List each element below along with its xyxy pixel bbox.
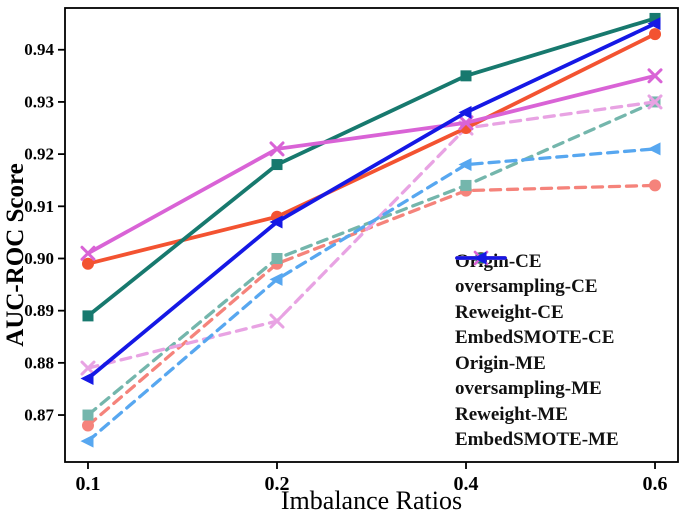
data-point-triangle-marker — [458, 105, 472, 119]
series-EmbedSMOTE-CE — [80, 142, 661, 448]
series-EmbedSMOTE-ME — [80, 17, 661, 386]
x-tick-label: 0.2 — [264, 473, 289, 495]
legend-item: EmbedSMOTE-ME — [455, 251, 619, 454]
data-point-circle-marker — [649, 28, 662, 41]
y-axis-title: AUC-ROC Score — [2, 163, 29, 347]
series-line — [86, 147, 657, 443]
series-line — [86, 73, 657, 256]
data-point-square-marker — [460, 179, 472, 191]
x-tick-label: 0.6 — [643, 473, 668, 495]
series-line — [86, 21, 657, 381]
data-point-circle-marker — [81, 419, 94, 432]
x-axis-title: Imbalance Ratios — [280, 486, 463, 515]
y-tick-label: 0.87 — [24, 406, 54, 425]
data-point-square-marker — [460, 70, 472, 82]
legend-item: Reweight-ME — [455, 250, 619, 428]
x-tick-label: 0.1 — [75, 473, 100, 495]
legend-item: Origin-ME — [455, 252, 619, 377]
data-point-square-marker — [82, 310, 94, 322]
data-point-triangle-marker — [647, 17, 661, 31]
y-tick-label: 0.94 — [24, 40, 54, 59]
data-point-square-marker — [649, 12, 661, 24]
series-line — [86, 32, 657, 266]
data-point-triangle-marker — [473, 251, 487, 265]
series-Origin-ME — [81, 28, 662, 270]
data-point-x-marker — [458, 115, 474, 131]
legend-item: oversampling-ME — [455, 252, 619, 403]
data-point-square-marker — [82, 409, 94, 421]
y-tick-label: 0.91 — [24, 197, 54, 216]
legend-item: EmbedSMOTE-CE — [455, 251, 619, 352]
series-line — [86, 16, 657, 318]
data-point-triangle-marker — [269, 272, 283, 286]
y-tick-label: 0.90 — [24, 249, 54, 268]
data-point-x-marker — [269, 313, 285, 329]
data-point-x-marker — [80, 360, 96, 376]
data-point-square-marker — [271, 252, 283, 264]
data-point-triangle-marker — [80, 372, 94, 386]
legend-label: EmbedSMOTE-CE — [455, 327, 615, 349]
legend-item: oversampling-CE — [455, 252, 619, 301]
data-point-x-marker — [80, 245, 96, 261]
legend-label: Origin-ME — [455, 352, 546, 374]
data-point-circle-marker — [649, 179, 662, 192]
series-Reweight-ME — [80, 68, 663, 261]
data-point-triangle-marker — [647, 142, 661, 156]
series-oversampling-ME — [82, 12, 661, 322]
legend-label: EmbedSMOTE-ME — [455, 429, 619, 451]
series-line — [86, 183, 657, 428]
x-tick-label: 0.4 — [454, 473, 479, 495]
legend-label: Reweight-CE — [455, 301, 564, 323]
data-point-triangle-marker — [80, 434, 94, 448]
legend-key-EmbedSMOTE-ME — [455, 251, 507, 265]
y-tick-label: 0.92 — [24, 145, 54, 164]
legend-label: oversampling-CE — [455, 276, 598, 298]
data-point-square-marker — [271, 159, 283, 171]
legend-label: Reweight-ME — [455, 403, 568, 425]
data-point-triangle-marker — [269, 215, 283, 229]
y-tick-label: 0.93 — [24, 92, 54, 111]
data-point-x-marker — [269, 141, 285, 157]
data-point-triangle-marker — [458, 158, 472, 172]
legend-label: oversampling-ME — [455, 378, 602, 400]
legend-item: Reweight-CE — [455, 250, 619, 326]
plot-border — [64, 7, 679, 463]
legend: Origin-CE oversampling-CE Reweight-CE Embed… — [455, 249, 619, 453]
series-line — [86, 100, 657, 370]
data-point-x-marker — [647, 68, 663, 84]
y-tick-label: 0.89 — [24, 301, 54, 320]
data-point-x-marker — [647, 94, 663, 110]
data-point-circle-marker — [81, 257, 94, 270]
y-tick-label: 0.88 — [24, 353, 54, 372]
